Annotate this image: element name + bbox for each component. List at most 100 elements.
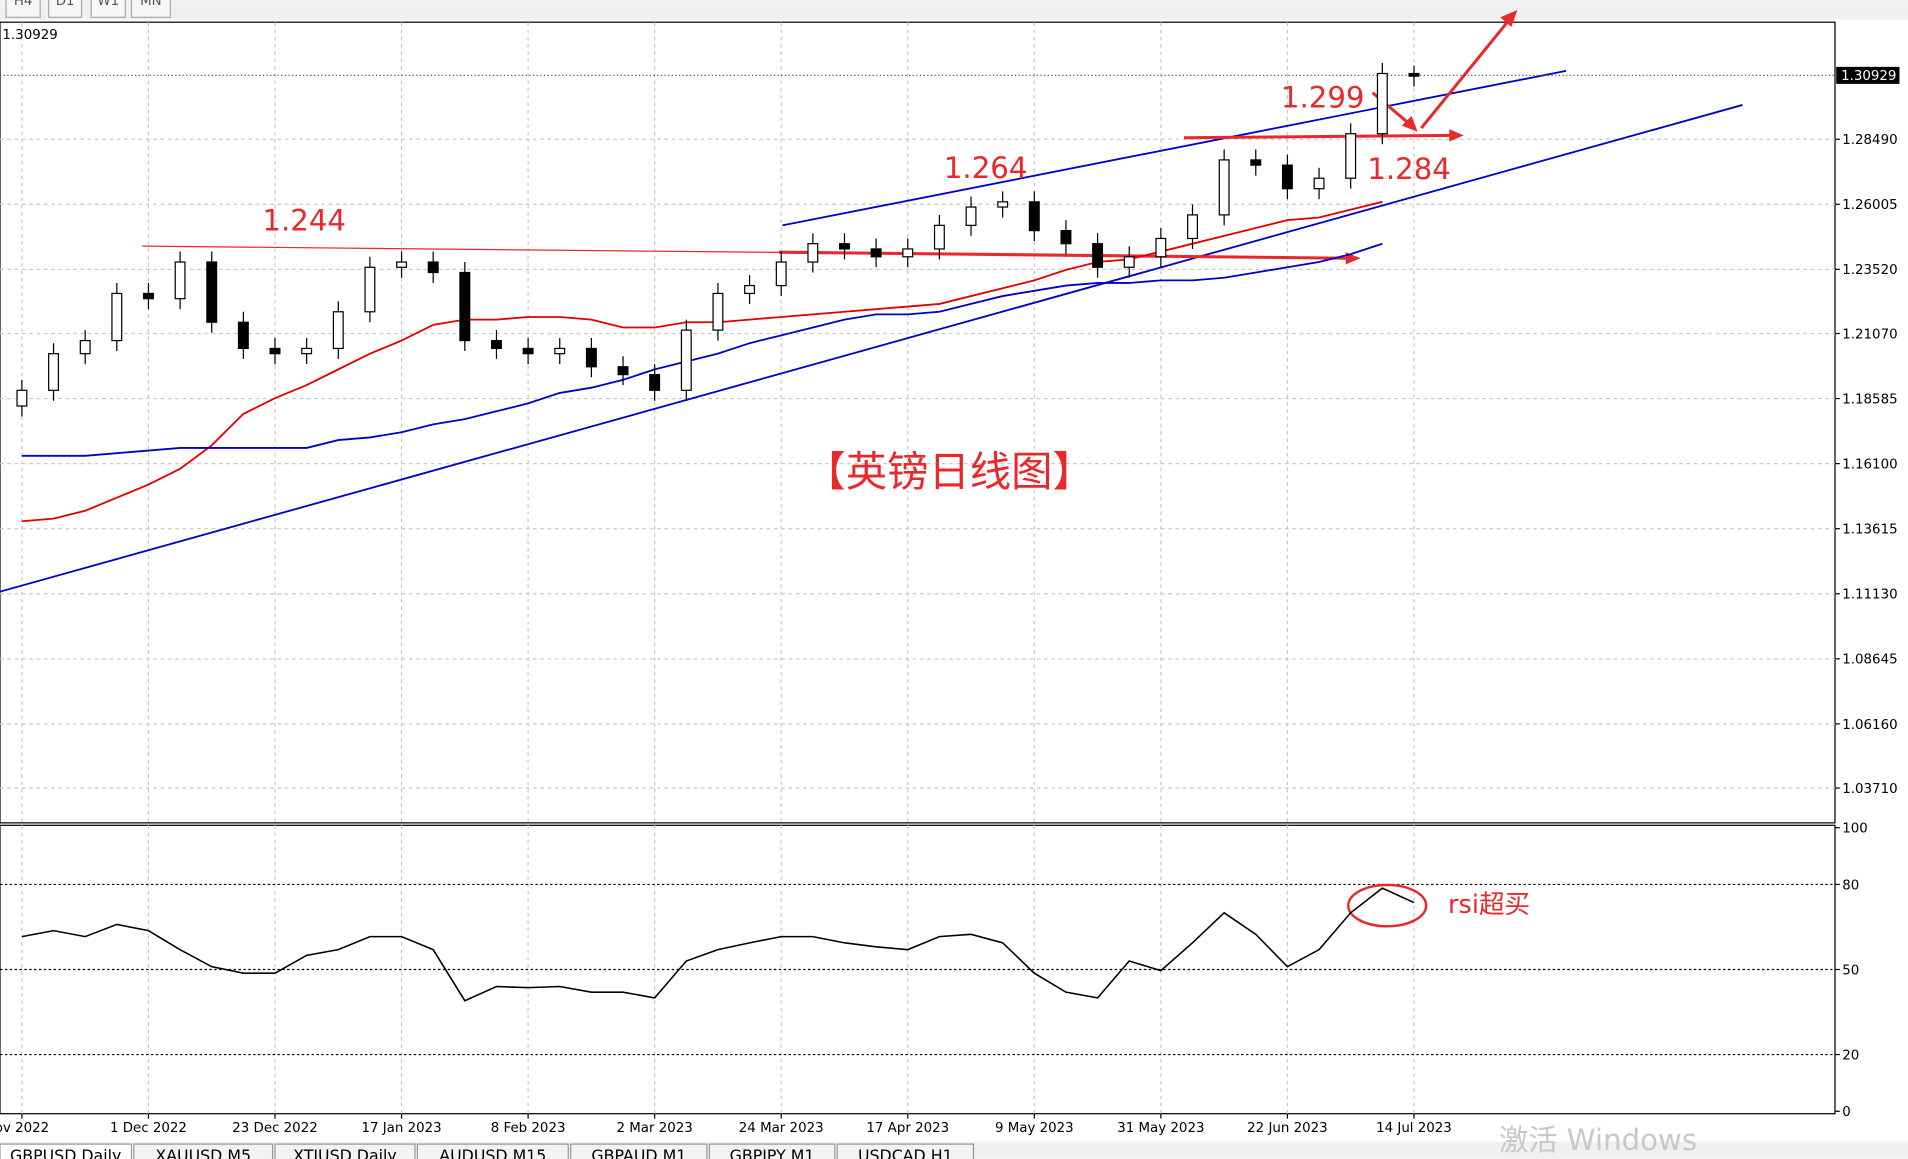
candle-body [997,201,1009,208]
candle-body [1408,72,1420,77]
y-tick-label: 1.23520 [1842,263,1897,278]
candle-body [1376,72,1388,135]
candle-body [301,347,313,355]
candle-body [1345,133,1357,179]
y-tick-label: 1.21070 [1842,327,1897,342]
x-tick-label: 31 May 2023 [1117,1121,1204,1136]
chart-tab[interactable] [133,1143,274,1159]
trend-line [782,69,1567,227]
arrow-head [1401,115,1418,132]
current-price-label: 1.30929 [1841,69,1896,84]
x-tick-label: 22 Jun 2023 [1247,1121,1327,1136]
timeframe-label[interactable]: H4 [14,0,33,9]
candle-body [1155,237,1167,258]
candle-body [1060,229,1072,245]
candle-body [870,248,882,258]
x-tick-label: 23 Dec 2022 [232,1121,317,1136]
candle-body [965,206,977,226]
candle-body [744,284,756,295]
candle-body [269,347,281,355]
grid-layer: 1.28490 1.26005 1.23520 1.21070 1.18585 1.161… [0,22,1898,1136]
timeframe-label[interactable]: MN [140,0,162,9]
candle-body [1218,159,1230,216]
annotation: 1.244 [262,203,346,237]
y-tick-label: 1.28490 [1842,133,1897,148]
candle-body [490,339,502,350]
candle-body [79,339,91,355]
annotation: 1.284 [1367,152,1451,186]
candle-body [111,292,123,342]
data-layer: 1.30929 [0,63,1900,1002]
candle-body [1313,177,1325,190]
candle-body [1123,256,1135,268]
timeframe-label[interactable]: D1 [56,0,75,9]
timeframe-label[interactable]: W1 [97,0,119,9]
price-panel [0,21,1836,824]
chart-tab[interactable] [0,1143,133,1159]
chart-tab-label[interactable]: GBPJPY,M1 [730,1146,815,1159]
y-tick-label: 50 [1842,963,1859,978]
annotation: 1.264 [944,151,1028,185]
timeframe-button[interactable] [130,0,171,18]
moving-average [21,242,1383,457]
x-tick-label: 8 Feb 2023 [491,1121,566,1136]
highlight-circle [1347,883,1428,928]
chart-tab-label[interactable]: GBPAUD,M1 [591,1146,686,1159]
y-tick-label: 80 [1842,878,1859,893]
candle-body [174,261,186,300]
y-tick-label: 0 [1842,1105,1851,1120]
chart-tab-label[interactable]: XAUUSD,M5 [155,1146,251,1159]
y-tick-label: 100 [1842,822,1868,837]
arrow-head [1500,10,1518,28]
y-tick-label: 1.16100 [1842,458,1897,473]
timeframe-button[interactable] [5,0,41,18]
y-tick-label: 1.08645 [1842,653,1897,668]
x-tick-label: ov 2022 [0,1121,49,1136]
annotation: 1.299 [1281,80,1365,114]
chart-caption: 【英镑日线图】 [804,448,1094,496]
candle-body [585,347,597,368]
candle-body [617,366,629,376]
y-tick-label: 1.11130 [1842,588,1897,603]
y-tick-label: 1.26005 [1842,198,1897,213]
x-tick-label: 24 Mar 2023 [739,1121,824,1136]
y-tick-label: 20 [1842,1048,1859,1063]
x-tick-label: 9 May 2023 [995,1121,1074,1136]
candle-body [902,248,914,258]
y-tick-label: 1.06160 [1842,718,1897,733]
chart-tab-label[interactable]: XTIUSD,Daily [293,1146,397,1159]
y-tick-label: 1.18585 [1842,392,1897,407]
arrow [1183,133,1455,140]
chart-tab[interactable] [416,1143,569,1159]
candle-body [775,261,787,287]
candle-body [16,389,28,407]
trend-line [0,104,1743,593]
current-price-box [1836,66,1900,84]
chart-tab-label[interactable]: GBPUSD,Daily [10,1146,121,1159]
chart-tab[interactable] [570,1143,708,1159]
candle-body [1028,201,1040,232]
chart-tab-label[interactable]: AUDUSD,M15 [439,1146,546,1159]
candle-body [1187,214,1198,240]
candle-body [142,292,154,300]
chart-tab[interactable] [274,1143,416,1159]
candle-body [237,321,249,350]
chart-tab-label[interactable]: USDCAD,H1 [858,1146,953,1159]
candle-body [1281,164,1293,190]
candle-body [522,347,534,355]
chart-tab[interactable] [836,1143,975,1159]
current-price-text: 1.30929 [2,28,57,43]
arrow-head [1449,129,1464,142]
x-tick-label: 17 Jan 2023 [361,1121,441,1136]
chart-tab[interactable] [708,1143,836,1159]
candle-body [839,243,850,250]
y-tick-label: 1.13615 [1842,523,1897,538]
candle-body [712,292,724,331]
candle-body [459,271,471,342]
timeframe-button[interactable] [90,0,126,18]
x-tick-label: 17 Apr 2023 [866,1121,949,1136]
timeframe-button[interactable] [48,0,83,18]
watermark: 激活 Windows [1499,1123,1697,1157]
